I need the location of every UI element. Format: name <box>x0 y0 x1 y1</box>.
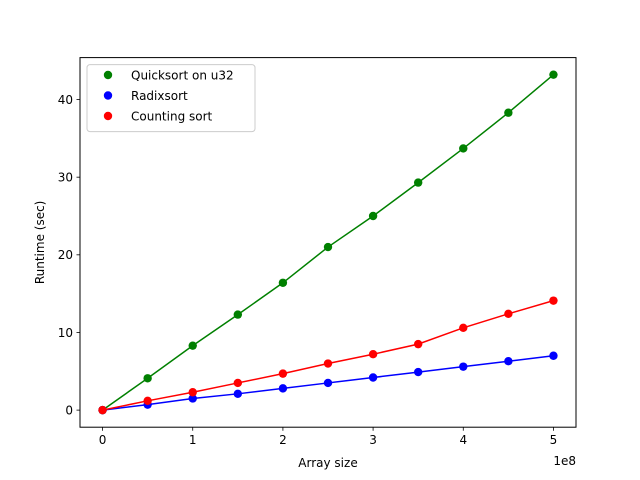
data-point <box>188 388 197 397</box>
data-point <box>323 359 333 368</box>
data-point <box>459 362 468 371</box>
data-point <box>504 108 513 117</box>
data-point <box>233 310 243 319</box>
legend-label: Counting sort <box>131 109 213 123</box>
data-point <box>368 373 378 382</box>
x-tick-label: 1 <box>189 433 197 447</box>
data-point <box>549 70 558 79</box>
data-point <box>188 341 197 350</box>
x-tick-label: 5 <box>550 433 558 447</box>
data-point <box>278 369 288 378</box>
y-tick-label: 20 <box>58 248 73 262</box>
data-point <box>368 350 378 359</box>
data-point <box>278 278 288 287</box>
data-point <box>413 367 423 377</box>
data-point <box>278 384 288 393</box>
data-point <box>413 339 423 349</box>
y-tick-label: 40 <box>58 93 73 107</box>
data-point <box>413 178 423 187</box>
legend-label: Radixsort <box>131 89 188 103</box>
data-point <box>323 378 333 388</box>
data-point <box>188 394 197 403</box>
data-point <box>323 242 333 252</box>
x-tick-label: 0 <box>99 433 107 447</box>
data-point <box>143 374 152 383</box>
y-tick-label: 0 <box>65 403 73 417</box>
data-point <box>504 309 513 319</box>
data-point <box>98 405 107 415</box>
x-axis-label: Array size <box>298 456 357 470</box>
y-axis-label: Runtime (sec) <box>33 201 47 285</box>
x-offset-label: 1e8 <box>553 454 576 468</box>
x-tick-label: 2 <box>279 433 287 447</box>
y-tick-label: 10 <box>58 326 73 340</box>
legend-marker <box>103 91 113 100</box>
data-point <box>549 351 558 360</box>
x-tick-label: 3 <box>369 433 377 447</box>
legend-label: Quicksort on u32 <box>131 68 234 82</box>
axes-frame <box>79 57 577 428</box>
tick-layer: 0 1 2 3 4 5 0 10 20 30 40 <box>58 93 558 447</box>
data-point <box>504 357 513 366</box>
legend-marker <box>103 111 113 121</box>
data-point <box>233 378 243 388</box>
data-point <box>459 144 468 153</box>
legend: Quicksort on u32 Radixsort Counting sort <box>86 64 256 133</box>
data-point <box>368 211 378 221</box>
data-point <box>143 396 152 405</box>
plot-layer <box>98 70 558 415</box>
legend-marker <box>103 70 113 80</box>
data-point <box>459 323 468 333</box>
legend-box <box>86 64 256 133</box>
data-point <box>549 296 558 305</box>
data-point <box>233 389 243 399</box>
y-tick-label: 30 <box>58 170 73 184</box>
x-tick-label: 4 <box>459 433 467 447</box>
